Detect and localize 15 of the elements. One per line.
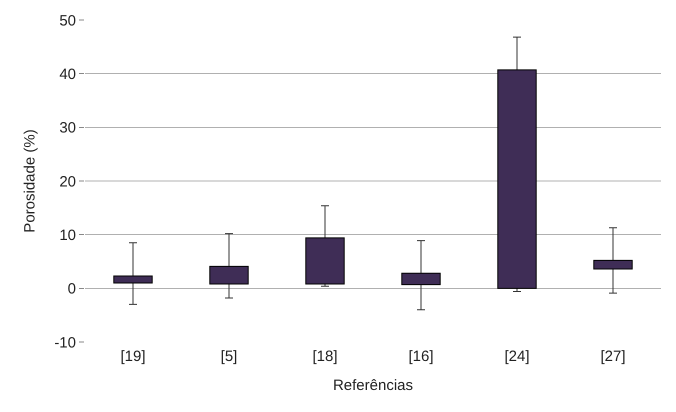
x-tick-label: [27] xyxy=(600,348,626,365)
y-axis-title: Porosidade (%) xyxy=(22,129,39,233)
y-tick-label: 20 xyxy=(59,173,76,190)
x-tick-label: [5] xyxy=(220,348,238,365)
x-tick-label: [18] xyxy=(312,348,338,365)
y-tick-label: 10 xyxy=(59,226,76,244)
x-axis-title: Referências xyxy=(332,377,414,394)
y-tick-label: 50 xyxy=(59,12,76,30)
y-tick-label: 30 xyxy=(59,120,76,137)
y-tick-label: 40 xyxy=(59,66,76,83)
y-tick-label: 0 xyxy=(68,280,76,298)
x-tick-label: [16] xyxy=(408,348,434,365)
x-tick-label: [19] xyxy=(120,348,146,365)
x-tick-label: [24] xyxy=(504,348,530,365)
y-tick-label: -10 xyxy=(54,334,76,352)
